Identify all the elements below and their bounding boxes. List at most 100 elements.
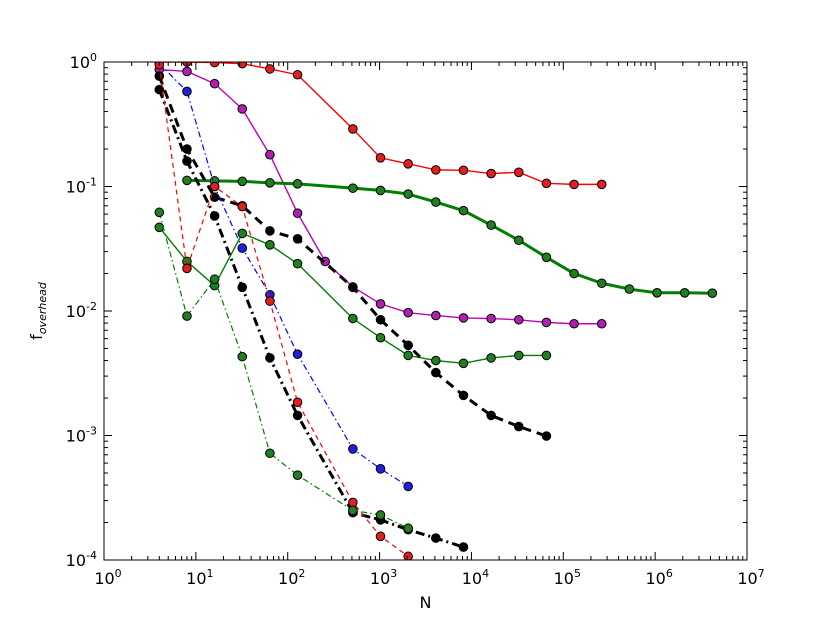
series-4-point bbox=[292, 258, 303, 269]
series-3-point bbox=[292, 179, 303, 189]
series-5-point bbox=[154, 71, 165, 81]
x-tick-label: 102 bbox=[278, 567, 305, 588]
series-9-point bbox=[348, 505, 358, 516]
series-3-point bbox=[541, 252, 552, 263]
series-6-point bbox=[237, 282, 248, 293]
series-5 bbox=[154, 71, 552, 441]
series-9-point bbox=[237, 351, 248, 362]
series-4-point bbox=[375, 332, 386, 343]
series-2-point bbox=[265, 149, 275, 160]
series-4-point bbox=[154, 222, 165, 233]
series-3-point bbox=[486, 220, 496, 230]
series-2-point bbox=[403, 307, 413, 318]
series-4-point bbox=[403, 350, 413, 361]
series-5-point bbox=[513, 421, 524, 432]
series-1-point bbox=[541, 178, 552, 189]
series-2-point bbox=[375, 299, 386, 309]
y-tick-label: 10-3 bbox=[66, 425, 97, 446]
series-4-point bbox=[431, 355, 441, 366]
series-1-point bbox=[486, 168, 496, 179]
series-2-point bbox=[541, 317, 552, 328]
series-9-line bbox=[158, 212, 409, 529]
series-5-point bbox=[265, 226, 275, 236]
series-3 bbox=[182, 175, 718, 298]
series-7-point bbox=[375, 464, 386, 474]
x-tick-label: 101 bbox=[186, 567, 213, 588]
series-7-point bbox=[348, 444, 358, 454]
series-9-point bbox=[265, 448, 275, 459]
series-4-point bbox=[513, 350, 524, 361]
series-4-point bbox=[348, 313, 358, 324]
label-layer: 100 101 102 103 104 105 106 107 10-4 10-3 10-2 10-1… bbox=[66, 51, 765, 588]
series-1-point bbox=[431, 165, 441, 175]
series-9-point bbox=[209, 274, 220, 285]
series-3-point bbox=[458, 205, 469, 216]
series-6 bbox=[154, 84, 469, 552]
series-2-point bbox=[596, 318, 607, 329]
series-1-point bbox=[596, 179, 607, 190]
series-5-point bbox=[486, 410, 496, 421]
series-6-line bbox=[157, 89, 464, 549]
series-8-point bbox=[237, 201, 248, 212]
series-1-point bbox=[348, 124, 358, 134]
series-3-point bbox=[403, 189, 413, 199]
series-3-point bbox=[679, 288, 690, 298]
series-6-point bbox=[292, 410, 303, 421]
series-9-point bbox=[292, 470, 303, 480]
series-1-point bbox=[569, 179, 579, 190]
series-3-point bbox=[513, 235, 524, 246]
series-2-point bbox=[209, 78, 220, 89]
series-1-point bbox=[403, 159, 413, 169]
series-1-point bbox=[292, 69, 303, 80]
series-4-point bbox=[237, 228, 248, 239]
x-axis-title: N bbox=[420, 593, 432, 612]
x-tick-label: 106 bbox=[645, 567, 672, 588]
series-8-point bbox=[348, 497, 358, 508]
series-7-point bbox=[292, 349, 303, 359]
series-9-point bbox=[375, 510, 386, 520]
y-axis-title: foverhead bbox=[27, 281, 49, 340]
series-1-point bbox=[458, 165, 469, 176]
series-8-point bbox=[403, 551, 413, 560]
series-7-point bbox=[182, 86, 192, 97]
series-3-point bbox=[348, 183, 358, 193]
series-3-point bbox=[596, 278, 607, 289]
series-9-point bbox=[182, 311, 192, 321]
series-4-point bbox=[541, 350, 552, 361]
series-5-point bbox=[431, 367, 441, 378]
series-3-point bbox=[652, 288, 662, 298]
series-8-point bbox=[265, 296, 275, 306]
series-6-point bbox=[182, 156, 192, 166]
series-8-point bbox=[182, 263, 192, 274]
series-8-point bbox=[209, 181, 220, 192]
series-5-point bbox=[182, 144, 192, 154]
y-axis-title-main: f bbox=[27, 334, 46, 340]
series-5-point bbox=[541, 431, 552, 441]
series-5-point bbox=[403, 340, 413, 351]
series-8 bbox=[154, 62, 413, 560]
series-9-point bbox=[403, 523, 413, 534]
series-4-point bbox=[458, 358, 469, 369]
series-8-point bbox=[375, 531, 386, 542]
series-6-point bbox=[209, 211, 220, 221]
series-1-point bbox=[375, 153, 386, 163]
series-2-point bbox=[182, 66, 192, 77]
series-9 bbox=[154, 207, 413, 534]
series-1-point bbox=[265, 64, 275, 74]
series-6-point bbox=[458, 542, 469, 552]
series-3-point bbox=[431, 197, 441, 207]
series-8-point bbox=[292, 397, 303, 408]
y-tick-label: 10-1 bbox=[66, 176, 97, 197]
series-3-point bbox=[707, 288, 718, 298]
x-tick-label: 100 bbox=[94, 567, 121, 588]
series-2-point bbox=[292, 208, 303, 219]
series-2-point bbox=[486, 313, 496, 324]
series-6-point bbox=[154, 84, 165, 95]
series-5-point bbox=[458, 390, 469, 401]
x-tick-label: 103 bbox=[370, 567, 397, 588]
series-4-point bbox=[265, 240, 275, 250]
series-4-point bbox=[486, 353, 496, 363]
